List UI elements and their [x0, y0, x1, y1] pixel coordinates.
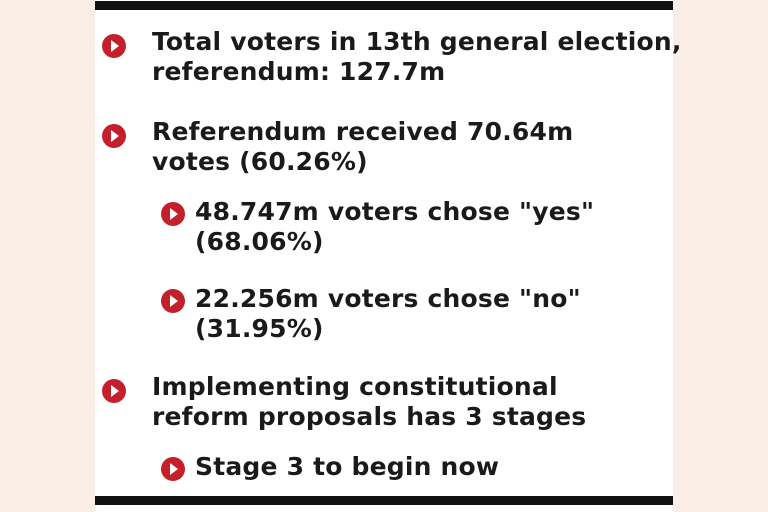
item-line: Referendum received 70.64m: [152, 117, 574, 146]
play-bullet-icon: [102, 34, 126, 58]
item-line: Total voters in 13th general election,: [152, 27, 682, 56]
item-line: votes (60.26%): [152, 147, 368, 176]
play-bullet-icon: [102, 124, 126, 148]
yes-votes-item: 48.747m voters chose "yes" (68.06%): [195, 197, 594, 257]
item-line: (31.95%): [195, 314, 324, 343]
play-bullet-icon: [161, 202, 185, 226]
play-bullet-icon: [161, 457, 185, 481]
item-line: (68.06%): [195, 227, 324, 256]
referendum-votes-item: Referendum received 70.64m votes (60.26%…: [152, 117, 573, 177]
referendum-info-card: Total voters in 13th general election, r…: [95, 0, 681, 512]
bottom-rule: [95, 496, 673, 505]
item-line: referendum: 127.7m: [152, 57, 446, 86]
item-line: reform proposals has 3 stages: [152, 402, 587, 431]
no-votes-item: 22.256m voters chose "no" (31.95%): [195, 284, 581, 344]
item-line: 48.747m voters chose "yes": [195, 197, 595, 226]
item-line: 22.256m voters chose "no": [195, 284, 581, 313]
play-bullet-icon: [102, 379, 126, 403]
top-rule: [95, 1, 673, 10]
implementation-stages-item: Implementing constitutional reform propo…: [152, 372, 586, 432]
item-line: Implementing constitutional: [152, 372, 558, 401]
play-bullet-icon: [161, 289, 185, 313]
stage-three-item: Stage 3 to begin now: [195, 452, 499, 482]
total-voters-item: Total voters in 13th general election, r…: [152, 27, 682, 87]
item-line: Stage 3 to begin now: [195, 452, 500, 481]
